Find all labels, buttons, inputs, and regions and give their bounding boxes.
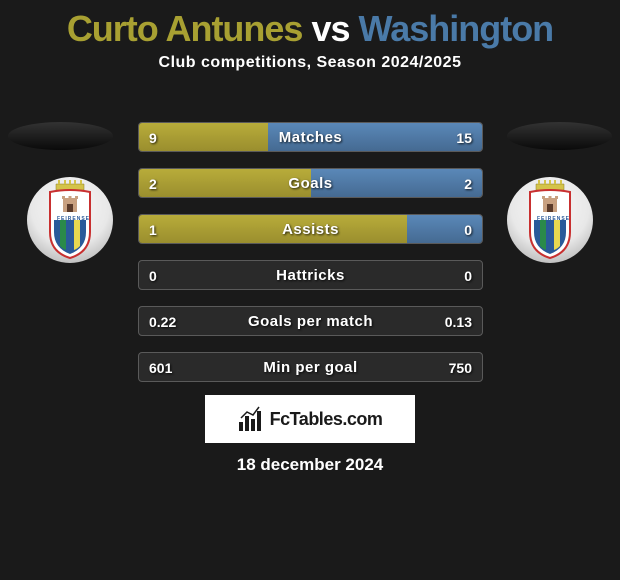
stat-label: Hattricks [139, 261, 482, 290]
svg-text:FEIRENSE: FEIRENSE [57, 216, 90, 222]
branding-badge: FcTables.com [205, 395, 415, 443]
vs-text: vs [311, 8, 349, 49]
stat-row: 915Matches [138, 122, 483, 152]
branding-text: FcTables.com [270, 409, 383, 430]
stat-label: Assists [139, 215, 482, 244]
platform-left [8, 122, 113, 150]
svg-text:FEIRENSE: FEIRENSE [537, 216, 570, 222]
stat-row: 22Goals [138, 168, 483, 198]
club-crest-left: FEIRENSE [26, 176, 114, 264]
stat-row: 00Hattricks [138, 260, 483, 290]
platform-right [507, 122, 612, 150]
stat-label: Goals per match [139, 307, 482, 336]
crest-svg-right: FEIRENSE [506, 176, 594, 264]
comparison-rows: 915Matches 22Goals 10Assists 00Hattricks 0.2… [138, 122, 483, 398]
club-crest-right: FEIRENSE [506, 176, 594, 264]
crest-svg-left: FEIRENSE [26, 176, 114, 264]
player1-name: Curto Antunes [67, 8, 303, 49]
subtitle: Club competitions, Season 2024/2025 [0, 54, 620, 92]
stat-label: Goals [139, 169, 482, 198]
date-text: 18 december 2024 [0, 455, 620, 475]
branding-logo-icon [238, 406, 264, 432]
stat-row: 0.220.13Goals per match [138, 306, 483, 336]
stat-label: Matches [139, 123, 482, 152]
player2-name: Washington [359, 8, 554, 49]
stat-row: 10Assists [138, 214, 483, 244]
stat-label: Min per goal [139, 353, 482, 382]
stat-row: 601750Min per goal [138, 352, 483, 382]
page-title: Curto Antunes vs Washington [0, 0, 620, 54]
